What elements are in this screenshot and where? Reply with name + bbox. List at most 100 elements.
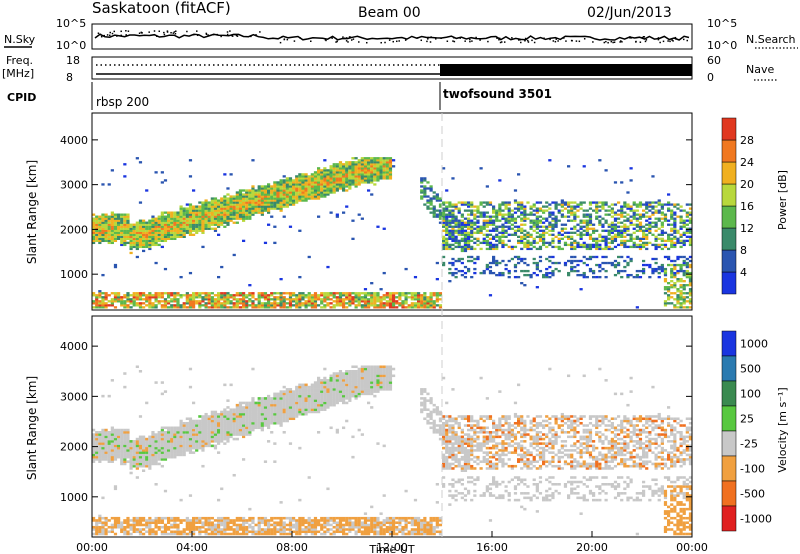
power-cell (104, 306, 108, 309)
power-cell (238, 189, 243, 192)
power-cell (363, 292, 368, 295)
power-cell (360, 159, 364, 162)
power-cell (226, 209, 230, 212)
power-cell (576, 273, 580, 277)
velocity-cell (185, 532, 189, 536)
power-cell (354, 294, 358, 297)
power-cell (360, 296, 364, 299)
power-cell (354, 157, 358, 160)
power-cell (263, 197, 268, 200)
velocity-cell (107, 433, 111, 436)
power-cell (345, 171, 349, 174)
power-cell (448, 223, 452, 226)
velocity-cell (92, 516, 96, 520)
power-cell (654, 209, 658, 212)
power-cell (263, 185, 268, 188)
velocity-cell (185, 424, 189, 427)
power-cell (476, 255, 480, 259)
power-cell (213, 227, 218, 230)
power-cell (335, 296, 339, 299)
power-cell (463, 223, 468, 226)
power-cell (526, 201, 530, 204)
power-cell (320, 185, 324, 188)
power-cell (348, 292, 352, 295)
power-cell (248, 217, 252, 220)
velocity-cell (185, 433, 189, 436)
power-cell (676, 302, 680, 305)
power-cell (382, 161, 386, 164)
power-cell (432, 207, 436, 210)
power-cell (623, 223, 627, 226)
power-cell (526, 231, 530, 234)
velocity-cell (235, 412, 239, 416)
power-cell (176, 211, 180, 214)
power-cell (610, 237, 614, 241)
power-cell (301, 292, 305, 295)
velocity-cell (132, 446, 136, 450)
power-cell (404, 296, 408, 299)
power-cell (332, 191, 336, 194)
power-cell (645, 263, 649, 267)
power-cell (635, 245, 639, 249)
velocity-cell (176, 519, 180, 522)
velocity-cell (176, 437, 180, 441)
power-cell (504, 225, 508, 228)
power-cell (520, 207, 524, 210)
power-cell (576, 233, 580, 236)
power-cell (470, 227, 474, 230)
power-cell (504, 205, 508, 208)
power-cell (573, 217, 577, 220)
power-cell (248, 207, 252, 210)
power-cell (470, 201, 474, 204)
nsearch-point (336, 40, 338, 43)
power-cell (120, 231, 124, 234)
power-cell (663, 302, 668, 305)
power-cell (323, 183, 327, 186)
power-cell (385, 165, 389, 168)
power-cell (648, 217, 652, 220)
power-cell (113, 265, 118, 269)
power-cell (188, 175, 193, 178)
power-cell (138, 223, 143, 226)
power-cell (438, 203, 443, 206)
power-cell (567, 231, 571, 234)
power-cell (110, 298, 114, 301)
power-cell (342, 302, 346, 305)
power-cell (685, 213, 689, 216)
power-cell (679, 286, 683, 289)
power-cell (613, 265, 618, 269)
power-cell (201, 209, 205, 212)
power-cell (348, 185, 352, 188)
power-cell (110, 215, 114, 218)
velocity-cell (213, 446, 218, 450)
power-cell (342, 177, 346, 180)
power-cell (276, 203, 280, 206)
power-cell (313, 296, 318, 299)
power-cell (610, 239, 614, 243)
power-cell (160, 171, 164, 174)
velocity-cell (110, 431, 114, 434)
power-cell (535, 247, 539, 251)
power-cell (188, 221, 193, 224)
power-cell (220, 199, 224, 202)
power-cell (195, 292, 199, 295)
power-cell (192, 221, 196, 224)
power-cell (485, 221, 489, 224)
power-cell (535, 261, 539, 265)
power-cell (251, 195, 255, 198)
velocity-cell (135, 446, 139, 450)
velocity-cell (235, 525, 239, 529)
power-cell (232, 209, 236, 212)
power-cell (367, 294, 371, 297)
velocity-cell (101, 431, 105, 434)
power-cell (182, 207, 186, 210)
power-cell (338, 167, 343, 170)
power-cell (267, 193, 271, 196)
power-cell (145, 294, 149, 297)
power-cell (663, 280, 668, 283)
power-cell (667, 233, 671, 236)
nsearch-point (365, 41, 368, 44)
power-cell (585, 213, 589, 216)
power-cell (520, 237, 524, 241)
power-cell (129, 225, 133, 228)
